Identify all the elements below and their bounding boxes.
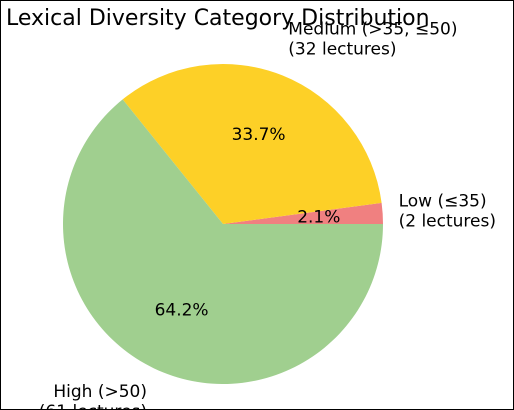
pie-labels: 2.1% Low (≤35)(2 lectures) 33.7% Medium (>3… bbox=[39, 20, 496, 409]
pie-category-label-low-line2: (2 lectures) bbox=[399, 211, 496, 231]
pie-category-label-high-line1: High (>50) bbox=[53, 382, 147, 402]
pie-category-label-high-line2: (61 lectures) bbox=[39, 402, 147, 409]
pie-slices bbox=[63, 64, 384, 384]
pie-slice-medium bbox=[122, 64, 382, 224]
pie-percent-label-low: 2.1% bbox=[297, 208, 340, 228]
pie-category-label-medium-line1: Medium (>35, ≤50) bbox=[288, 20, 457, 40]
pie-category-label-low-line1: Low (≤35) bbox=[399, 191, 487, 211]
pie-percent-label-high: 64.2% bbox=[155, 301, 209, 321]
pie-category-label-medium-line2: (32 lectures) bbox=[288, 40, 396, 60]
pie-percent-label-medium: 33.7% bbox=[232, 125, 286, 145]
pie-slice-high bbox=[63, 99, 384, 384]
chart-title: Lexical Diversity Category Distribution bbox=[6, 6, 430, 31]
pie-slice-low bbox=[223, 202, 383, 224]
